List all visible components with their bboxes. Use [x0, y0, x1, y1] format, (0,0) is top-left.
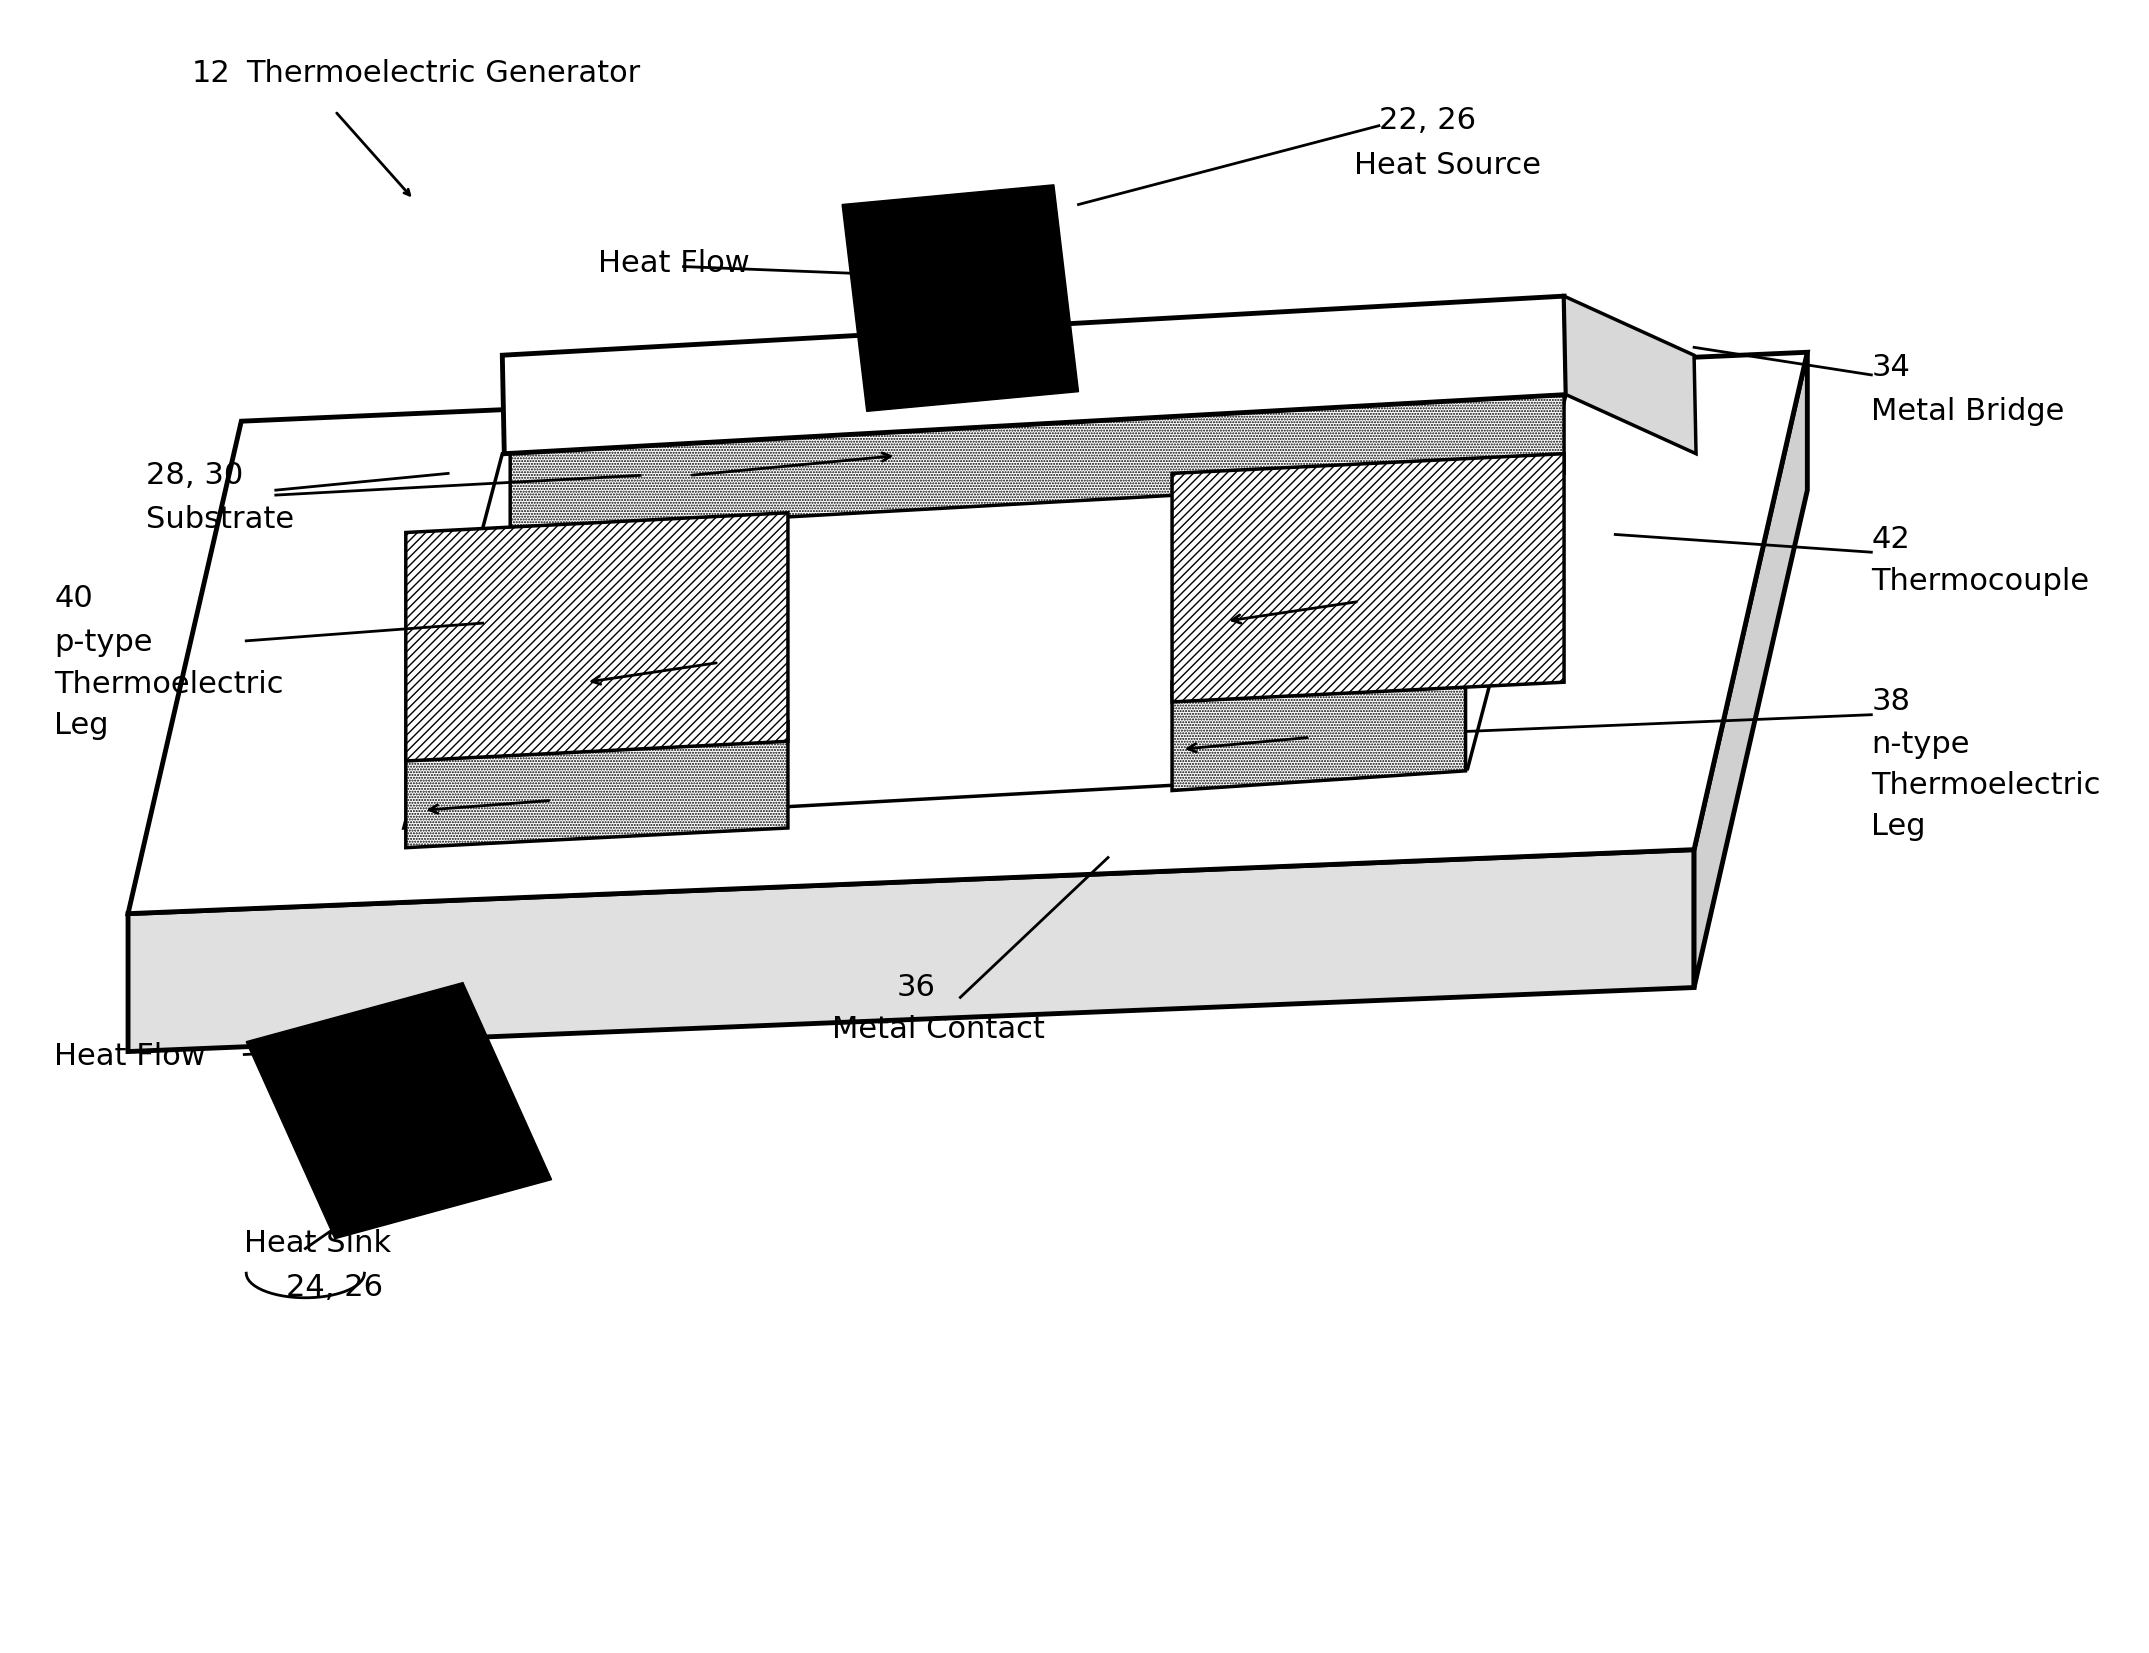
- Text: Heat Sink: Heat Sink: [245, 1230, 391, 1258]
- Text: Thermoelectric: Thermoelectric: [1872, 772, 2102, 800]
- Text: Heat Source: Heat Source: [1354, 150, 1541, 180]
- Polygon shape: [404, 395, 1567, 828]
- Polygon shape: [842, 185, 1079, 412]
- Text: Leg: Leg: [54, 711, 110, 741]
- Polygon shape: [1171, 453, 1564, 703]
- Text: Metal Bridge: Metal Bridge: [1872, 397, 2065, 426]
- Text: 36: 36: [896, 974, 935, 1002]
- Polygon shape: [406, 512, 789, 760]
- Polygon shape: [1693, 352, 1807, 987]
- Polygon shape: [406, 722, 789, 848]
- Text: Leg: Leg: [1872, 813, 1926, 841]
- Polygon shape: [1564, 296, 1696, 453]
- Polygon shape: [509, 367, 1564, 532]
- Text: Thermocouple: Thermocouple: [1872, 567, 2089, 597]
- Text: Thermoelectric Generator: Thermoelectric Generator: [247, 60, 640, 88]
- Text: 34: 34: [1872, 352, 1910, 382]
- Text: 38: 38: [1872, 688, 1910, 716]
- Polygon shape: [129, 352, 1807, 914]
- Text: 24, 26: 24, 26: [286, 1273, 383, 1303]
- Text: 28, 30: 28, 30: [146, 461, 243, 489]
- Polygon shape: [129, 850, 1693, 1051]
- Text: Substrate: Substrate: [146, 506, 294, 534]
- Polygon shape: [503, 296, 1567, 453]
- Text: 12: 12: [191, 60, 230, 88]
- Text: Heat Flow: Heat Flow: [597, 250, 750, 278]
- Text: p-type: p-type: [54, 628, 153, 658]
- Text: 42: 42: [1872, 526, 1910, 554]
- Polygon shape: [1171, 663, 1466, 790]
- Text: 22, 26: 22, 26: [1380, 106, 1476, 136]
- Text: n-type: n-type: [1872, 729, 1971, 759]
- Text: Thermoelectric: Thermoelectric: [54, 669, 284, 699]
- Polygon shape: [247, 982, 552, 1238]
- Text: Heat Flow: Heat Flow: [54, 1041, 206, 1071]
- Text: Metal Contact: Metal Contact: [832, 1015, 1044, 1045]
- Text: 40: 40: [54, 584, 92, 613]
